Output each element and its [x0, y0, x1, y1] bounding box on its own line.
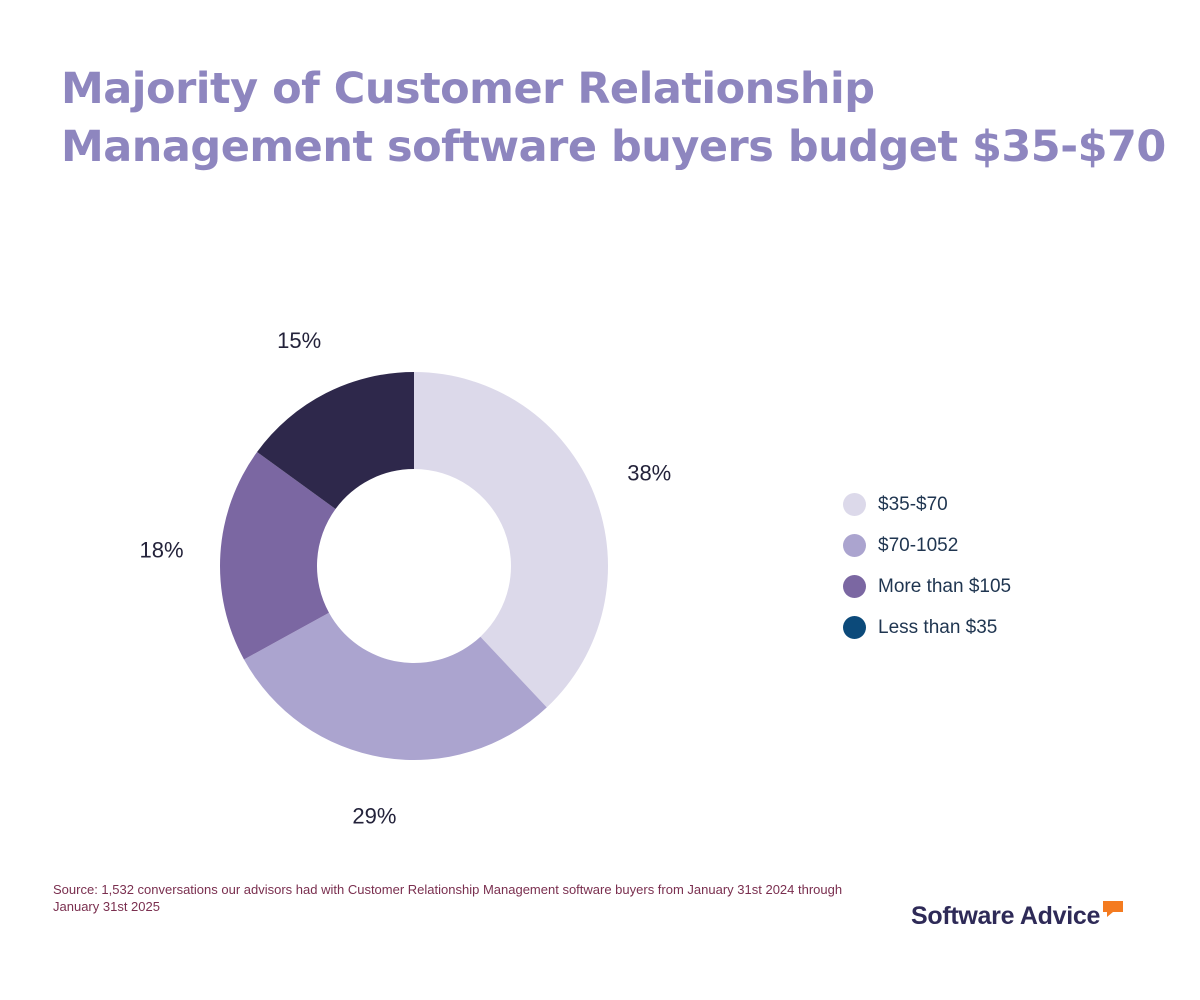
software-advice-logo: Software Advice	[911, 900, 1124, 934]
slice-label-4: 15%	[277, 328, 321, 353]
donut-slice-1	[414, 372, 608, 708]
legend-item-less-than-35: Less than $35	[843, 607, 1011, 648]
logo-text: Software Advice	[911, 902, 1101, 930]
legend-label: $70-1052	[878, 534, 959, 556]
legend-swatch	[843, 575, 866, 598]
donut-labels: 38% 29% 18% 15%	[139, 328, 671, 828]
legend-swatch	[843, 493, 866, 516]
donut-slices	[219, 372, 608, 760]
legend-label: Less than $35	[878, 616, 998, 638]
chart-title-line-2: Management software buyers budget $35-$7…	[61, 122, 1166, 172]
chart-title-line-1: Majority of Customer Relationship	[61, 64, 875, 114]
legend-item-70-1052: $70-1052	[843, 525, 1011, 566]
legend-label: $35-$70	[878, 493, 948, 515]
legend-item-35-70: $35-$70	[843, 484, 1011, 525]
legend-item-more-than-105: More than $105	[843, 566, 1011, 607]
donut-slice-2	[243, 612, 547, 760]
donut-slice-4	[257, 372, 414, 509]
chart-legend: $35-$70 $70-1052 More than $105 Less tha…	[843, 484, 1011, 648]
legend-swatch	[843, 534, 866, 557]
slice-label-3: 18%	[139, 538, 183, 563]
legend-swatch	[843, 616, 866, 639]
slice-label-2: 29%	[352, 803, 396, 828]
speech-bubble-icon	[1103, 901, 1124, 917]
source-note: Source: 1,532 conversations our advisors…	[53, 882, 843, 914]
chart-title: Majority of Customer Relationship Manage…	[61, 60, 1166, 176]
donut-slice-3	[219, 451, 336, 660]
legend-label: More than $105	[878, 575, 1012, 597]
slice-label-1: 38%	[627, 460, 671, 485]
